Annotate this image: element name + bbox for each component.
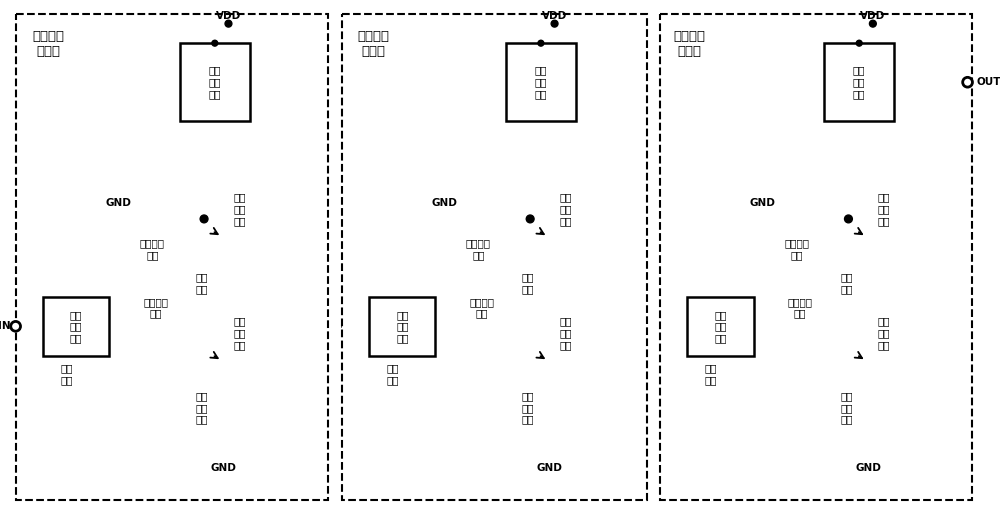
Bar	[180, 43, 250, 121]
Text: 第一级放
大电路: 第一级放 大电路	[32, 30, 64, 59]
Circle shape	[200, 215, 208, 223]
Text: VDD: VDD	[542, 11, 567, 21]
Text: 输出
匹配
网络: 输出 匹配 网络	[853, 66, 865, 99]
Text: 共基
极晶
体管: 共基 极晶 体管	[878, 193, 890, 226]
Text: GND: GND	[855, 463, 881, 473]
Text: GND: GND	[431, 198, 457, 208]
Text: OUT: OUT	[976, 77, 1000, 87]
Bar	[506, 43, 576, 121]
Text: 射极
反馈
电感: 射极 反馈 电感	[522, 391, 534, 425]
Text: 互联
电感: 互联 电感	[196, 272, 208, 294]
Text: VDD: VDD	[860, 11, 885, 21]
Bar	[660, 14, 972, 500]
Text: GND: GND	[750, 198, 775, 208]
Text: 输入调谐
电感: 输入调谐 电感	[788, 297, 813, 319]
Text: 互联
电感: 互联 电感	[840, 272, 853, 294]
Circle shape	[212, 40, 218, 46]
Text: 共射
极晶
体管: 共射 极晶 体管	[560, 317, 572, 350]
Text: GND: GND	[537, 463, 563, 473]
Text: 共基
极晶
体管: 共基 极晶 体管	[234, 193, 246, 226]
Bar	[43, 297, 109, 356]
Text: 共射
极晶
体管: 共射 极晶 体管	[878, 317, 890, 350]
Bar	[342, 14, 647, 500]
Text: 输入
信号: 输入 信号	[60, 363, 73, 385]
Circle shape	[845, 215, 852, 223]
Text: 输入调谐
电感: 输入调谐 电感	[143, 297, 168, 319]
Bar	[687, 297, 754, 356]
Text: 共射
极晶
体管: 共射 极晶 体管	[234, 317, 246, 350]
Text: 第三级放
大电路: 第三级放 大电路	[674, 30, 706, 59]
Text: 射极
反馈
电感: 射极 反馈 电感	[840, 391, 853, 425]
Text: 输入
匹配
网络: 输入 匹配 网络	[396, 310, 409, 343]
Bar	[16, 14, 328, 500]
Text: 输入
信号: 输入 信号	[705, 363, 717, 385]
Circle shape	[225, 20, 232, 27]
Text: 偏置去耦
电容: 偏置去耦 电容	[784, 238, 809, 260]
Text: GND: GND	[105, 198, 131, 208]
Text: 输入调谐
电感: 输入调谐 电感	[469, 297, 494, 319]
Text: GND: GND	[211, 463, 237, 473]
Text: 输出
匹配
网络: 输出 匹配 网络	[209, 66, 221, 99]
Circle shape	[963, 77, 972, 87]
Text: VDD: VDD	[216, 11, 241, 21]
Text: 偏置去耦
电容: 偏置去耦 电容	[140, 238, 165, 260]
Bar	[824, 43, 894, 121]
Bar	[369, 297, 435, 356]
Circle shape	[869, 20, 876, 27]
Text: 第二级放
大电路: 第二级放 大电路	[357, 30, 389, 59]
Text: 互联
电感: 互联 电感	[522, 272, 534, 294]
Circle shape	[538, 40, 544, 46]
Circle shape	[551, 20, 558, 27]
Text: 输入
匹配
网络: 输入 匹配 网络	[70, 310, 82, 343]
Text: 偏置去耦
电容: 偏置去耦 电容	[466, 238, 491, 260]
Circle shape	[11, 321, 21, 331]
Text: 输入
匹配
网络: 输入 匹配 网络	[714, 310, 727, 343]
Text: 输入
信号: 输入 信号	[386, 363, 399, 385]
Text: 共基
极晶
体管: 共基 极晶 体管	[560, 193, 572, 226]
Text: 输出
匹配
网络: 输出 匹配 网络	[535, 66, 547, 99]
Text: 射极
反馈
电感: 射极 反馈 电感	[196, 391, 208, 425]
Circle shape	[856, 40, 862, 46]
Text: IN: IN	[0, 321, 11, 332]
Circle shape	[526, 215, 534, 223]
